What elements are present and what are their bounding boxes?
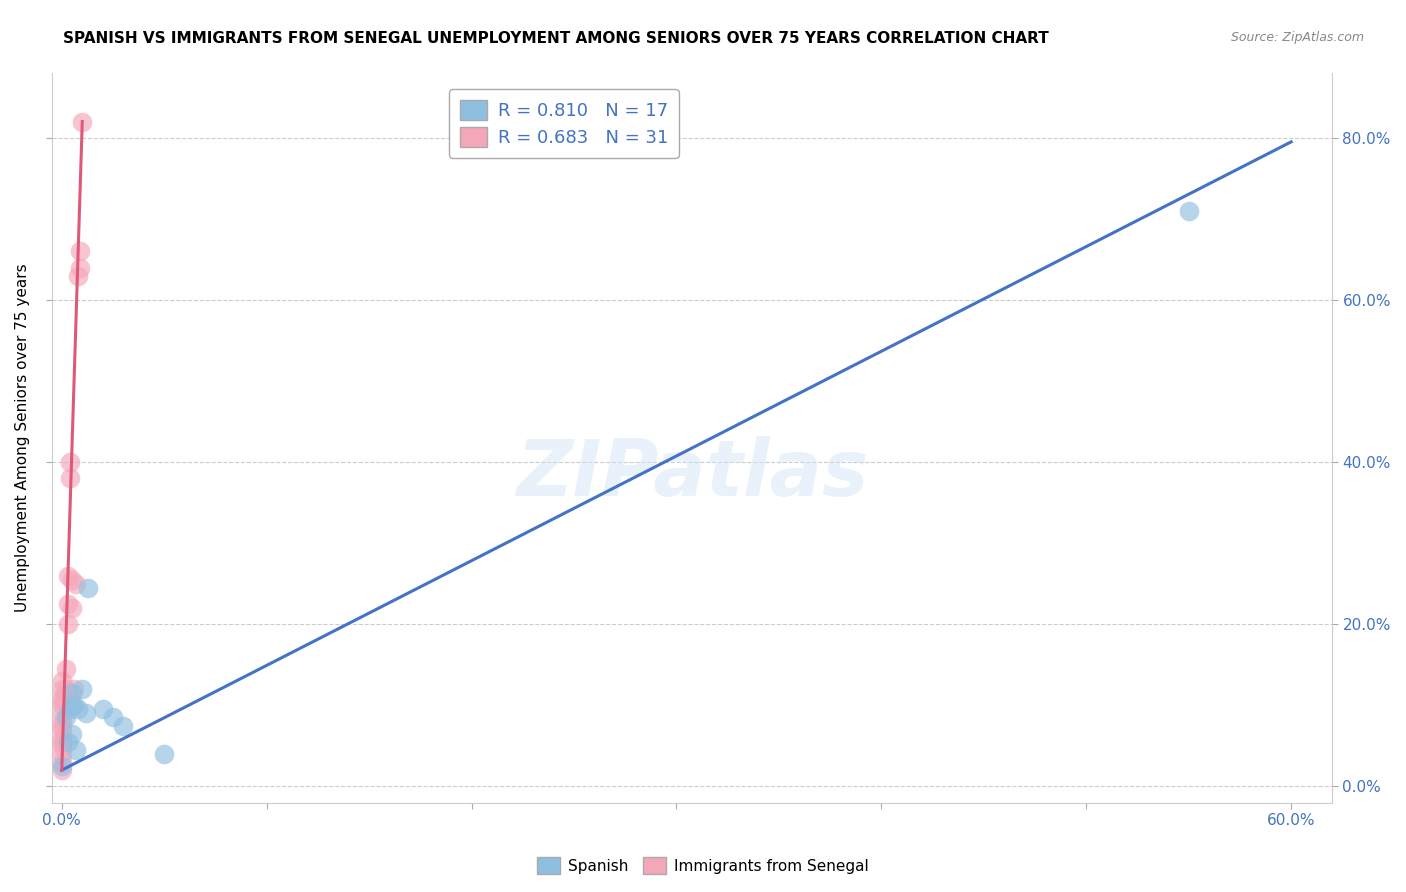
Point [91, 702, 114, 716]
Point [51, 763, 73, 777]
Point [60, 726, 83, 740]
Point [56, 568, 79, 582]
Point [55, 662, 77, 676]
Point [69, 260, 91, 275]
Point [51, 755, 73, 769]
Point [153, 747, 176, 761]
Point [59, 471, 82, 485]
Point [56, 617, 79, 632]
Point [59, 702, 82, 716]
Text: Source: ZipAtlas.com: Source: ZipAtlas.com [1230, 31, 1364, 45]
Point [51, 739, 73, 753]
Point [56, 597, 79, 611]
Point [77, 581, 100, 595]
Legend: Spanish, Immigrants from Senegal: Spanish, Immigrants from Senegal [531, 851, 875, 880]
Point [67, 268, 90, 283]
Point [51, 690, 73, 705]
Point [51, 759, 73, 773]
Point [1177, 203, 1199, 218]
Point [72, 681, 94, 696]
Point [60, 686, 83, 700]
Point [56, 735, 79, 749]
Point [51, 718, 73, 732]
Point [65, 576, 87, 591]
Point [60, 573, 83, 587]
Point [51, 706, 73, 721]
Point [60, 601, 83, 615]
Point [75, 706, 97, 721]
Point [101, 710, 124, 724]
Point [55, 710, 77, 724]
Point [51, 698, 73, 713]
Point [51, 747, 73, 761]
Point [69, 244, 91, 259]
Point [63, 698, 86, 713]
Point [51, 681, 73, 696]
Legend: R = 0.810   N = 17, R = 0.683   N = 31: R = 0.810 N = 17, R = 0.683 N = 31 [449, 89, 679, 158]
Point [51, 731, 73, 745]
Point [51, 673, 73, 688]
Point [67, 702, 90, 716]
Point [51, 735, 73, 749]
Point [51, 694, 73, 708]
Point [65, 743, 87, 757]
Text: SPANISH VS IMMIGRANTS FROM SENEGAL UNEMPLOYMENT AMONG SENIORS OVER 75 YEARS CORR: SPANISH VS IMMIGRANTS FROM SENEGAL UNEMP… [63, 31, 1049, 46]
Point [51, 723, 73, 737]
Point [112, 718, 135, 732]
Point [60, 698, 83, 713]
Point [55, 681, 77, 696]
Point [63, 681, 86, 696]
Point [51, 714, 73, 729]
Point [72, 114, 94, 128]
Point [59, 455, 82, 469]
Text: ZIPatlas: ZIPatlas [516, 436, 868, 512]
Y-axis label: Unemployment Among Seniors over 75 years: Unemployment Among Seniors over 75 years [15, 263, 30, 612]
